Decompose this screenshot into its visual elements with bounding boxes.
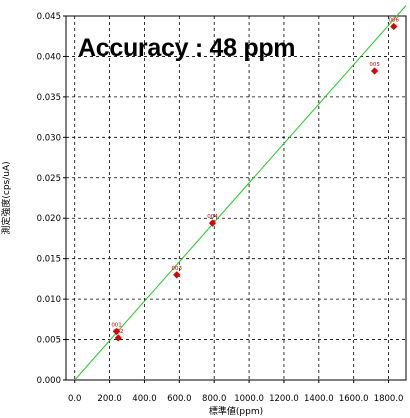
data-point <box>370 67 379 75</box>
x-tick-label: 0.0 <box>68 394 82 404</box>
x-tick-label: 1600.0 <box>339 394 369 404</box>
x-tick-label: 1400.0 <box>304 394 334 404</box>
grid <box>66 16 406 380</box>
point-label: 006 <box>389 18 400 24</box>
y-tick-label: 0.040 <box>37 52 61 62</box>
y-axis: 0.000 0.005 0.010 0.015 0.020 0.025 0.030 0.035… <box>37 12 66 386</box>
x-axis: 0.0 200.0 400.0 600.0 800.0 1000.0 1200.0 1400.… <box>68 380 403 404</box>
data-point <box>114 334 122 342</box>
y-tick-label: 0.020 <box>37 214 61 224</box>
point-label: 004 <box>207 214 218 220</box>
y-tick-label: 0.045 <box>37 12 61 22</box>
point-label: 003 <box>171 266 182 272</box>
x-tick-label: 800.0 <box>202 394 226 404</box>
point-label: 005 <box>369 62 380 68</box>
x-tick-label: 200.0 <box>97 394 121 404</box>
data-point <box>390 22 398 31</box>
y-tick-label: 0.010 <box>37 295 61 305</box>
y-axis-label: 測定強度(cps/uA) <box>0 161 12 234</box>
y-tick-label: 0.030 <box>37 133 61 143</box>
fit-line <box>74 5 407 381</box>
x-tick-label: 600.0 <box>167 394 191 404</box>
y-tick-label: 0.035 <box>37 93 61 103</box>
data-point <box>173 271 181 279</box>
y-tick-label: 0.025 <box>37 174 61 184</box>
data-point <box>208 219 217 227</box>
x-tick-label: 400.0 <box>132 394 156 404</box>
x-tick-label: 1200.0 <box>269 394 299 404</box>
y-tick-label: 0.005 <box>37 336 61 346</box>
accuracy-annotation: Accuracy : 48 ppm <box>78 34 295 62</box>
point-label: 001 <box>111 322 122 328</box>
x-tick-label: 1800.0 <box>374 394 404 404</box>
y-tick-label: 0.015 <box>37 255 61 265</box>
plot-frame <box>65 15 407 381</box>
point-label: 002 <box>113 329 124 335</box>
data-point <box>112 327 121 336</box>
x-tick-label: 1000.0 <box>234 394 264 404</box>
x-axis-label: 標準値(ppm) <box>209 405 263 417</box>
y-tick-label: 0.000 <box>37 376 61 386</box>
